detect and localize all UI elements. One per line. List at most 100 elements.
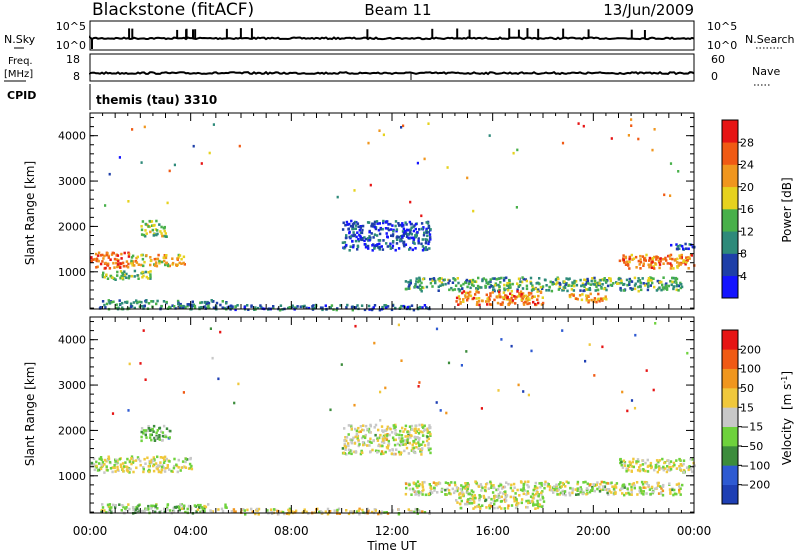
range-cell bbox=[212, 300, 215, 303]
range-cell bbox=[113, 277, 116, 281]
range-cell bbox=[130, 262, 133, 265]
range-cell bbox=[588, 343, 591, 346]
range-cell bbox=[103, 275, 106, 279]
range-cell bbox=[541, 296, 544, 299]
range-cell bbox=[648, 265, 651, 269]
range-cell bbox=[578, 294, 582, 297]
range-cell bbox=[479, 483, 483, 486]
range-cell bbox=[669, 492, 672, 495]
range-cell bbox=[380, 245, 383, 248]
range-cell bbox=[94, 252, 98, 256]
range-cell bbox=[394, 438, 397, 442]
range-cell bbox=[234, 308, 237, 312]
range-cell bbox=[475, 287, 478, 290]
range-cell bbox=[561, 489, 564, 493]
range-cell bbox=[360, 436, 364, 440]
range-cell bbox=[429, 451, 432, 455]
range-cell bbox=[509, 292, 512, 296]
range-cell bbox=[420, 453, 423, 456]
range-cell bbox=[444, 282, 447, 286]
range-cell bbox=[386, 425, 389, 429]
range-cell bbox=[95, 464, 98, 468]
range-cell bbox=[486, 303, 489, 306]
range-cell bbox=[419, 510, 422, 513]
range-cell bbox=[378, 222, 381, 225]
range-cell bbox=[103, 463, 106, 466]
range-cell bbox=[345, 453, 348, 456]
range-cell bbox=[558, 493, 561, 496]
y-tick-label: 4000 bbox=[58, 130, 86, 143]
range-cell bbox=[352, 244, 355, 247]
range-cell bbox=[493, 277, 496, 280]
range-cell bbox=[377, 512, 380, 516]
range-cell bbox=[571, 487, 574, 490]
range-cell bbox=[345, 306, 348, 309]
range-cell bbox=[362, 443, 365, 447]
range-cell bbox=[463, 487, 467, 490]
range-cell bbox=[588, 490, 592, 494]
range-cell bbox=[404, 221, 407, 224]
range-cell bbox=[121, 504, 124, 507]
range-cell bbox=[493, 502, 496, 506]
range-cell bbox=[126, 457, 129, 461]
range-cell bbox=[367, 221, 371, 224]
range-cell bbox=[163, 470, 167, 473]
range-cell bbox=[620, 463, 623, 467]
range-cell bbox=[415, 442, 418, 445]
range-cell bbox=[104, 306, 107, 309]
range-cell bbox=[511, 293, 514, 297]
range-cell bbox=[474, 505, 477, 509]
range-cell bbox=[464, 281, 467, 284]
range-cell bbox=[678, 261, 681, 265]
range-cell bbox=[610, 137, 613, 140]
range-cell bbox=[520, 280, 524, 284]
range-cell bbox=[414, 451, 417, 455]
range-cell bbox=[410, 226, 413, 229]
range-cell bbox=[497, 492, 500, 496]
range-cell bbox=[385, 428, 389, 431]
range-cell bbox=[517, 295, 520, 298]
range-cell bbox=[127, 200, 130, 203]
range-cell bbox=[457, 295, 461, 298]
colorbar-cell bbox=[722, 465, 738, 485]
range-cell bbox=[347, 227, 350, 231]
range-cell bbox=[639, 254, 642, 258]
range-cell bbox=[633, 276, 637, 280]
range-cell bbox=[373, 304, 377, 307]
colorbar-cell bbox=[722, 231, 738, 254]
range-cell bbox=[547, 483, 550, 486]
range-cell bbox=[459, 284, 463, 287]
range-cell bbox=[543, 483, 546, 486]
range-cell bbox=[646, 288, 650, 292]
range-cell bbox=[345, 509, 348, 512]
range-cell bbox=[153, 436, 156, 440]
range-cell bbox=[471, 278, 475, 282]
range-cell bbox=[485, 300, 488, 303]
range-cell bbox=[645, 492, 648, 495]
range-cell bbox=[415, 277, 418, 280]
range-cell bbox=[682, 462, 685, 466]
range-cell bbox=[349, 224, 353, 228]
range-cell bbox=[345, 234, 348, 237]
range-cell bbox=[626, 409, 629, 413]
range-cell bbox=[678, 467, 682, 470]
range-cell bbox=[358, 228, 361, 232]
range-cell bbox=[96, 469, 100, 472]
range-cell bbox=[513, 499, 516, 503]
range-cell bbox=[100, 458, 103, 461]
range-cell bbox=[628, 277, 631, 281]
range-cell bbox=[607, 493, 610, 496]
range-cell bbox=[599, 488, 602, 492]
range-cell bbox=[422, 426, 425, 429]
nave-label: Nave bbox=[752, 65, 780, 78]
range-cell bbox=[429, 277, 432, 281]
range-cell bbox=[629, 463, 632, 466]
colorbar-tick-label: 20 bbox=[740, 181, 754, 194]
range-cell bbox=[682, 260, 685, 263]
range-cell bbox=[121, 462, 125, 465]
range-cell bbox=[156, 464, 160, 468]
range-cell bbox=[157, 470, 161, 474]
range-cell bbox=[192, 144, 195, 148]
range-cell bbox=[561, 329, 564, 332]
range-cell bbox=[421, 483, 424, 487]
